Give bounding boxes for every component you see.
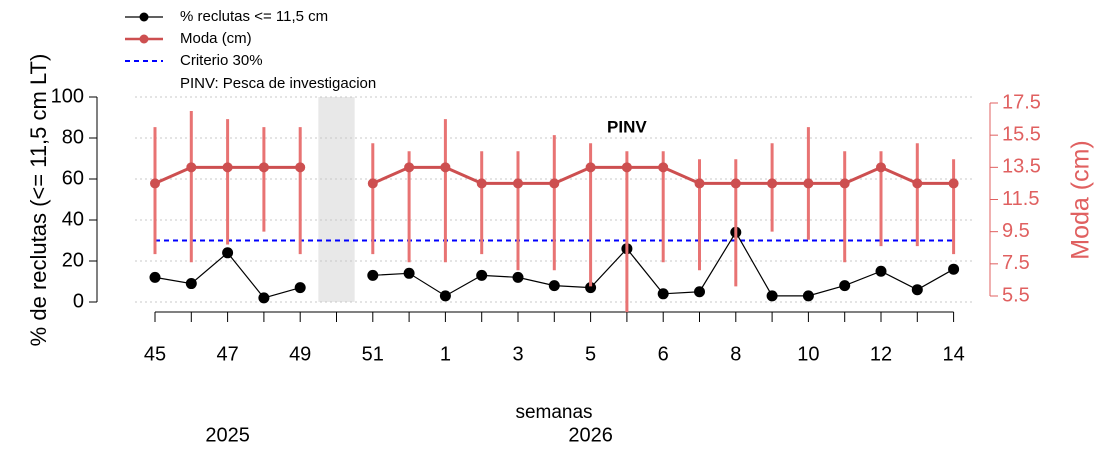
year-label: 2025 <box>205 424 250 446</box>
legend-marker <box>139 34 149 44</box>
legend-label: PINV: Pesca de investigacion <box>180 75 376 92</box>
legend-label: Criterio 30% <box>180 52 263 69</box>
recruit-point <box>439 290 451 302</box>
x-tick-label: 12 <box>870 343 892 365</box>
x-tick-label: 47 <box>216 343 238 365</box>
x-tick-label: 1 <box>440 343 451 365</box>
x-tick-label: 49 <box>289 343 311 365</box>
recruit-point <box>367 269 379 281</box>
mode-point <box>839 178 850 189</box>
mode-point <box>404 162 415 173</box>
y2-tick-label: 7.5 <box>1002 252 1030 274</box>
y-tick-label: 100 <box>51 85 84 107</box>
mode-point <box>912 178 923 189</box>
x-tick-label: 51 <box>362 343 384 365</box>
y-tick-label: 40 <box>62 208 84 230</box>
recruit-point <box>875 265 887 277</box>
mode-point <box>948 178 959 189</box>
recruit-point <box>476 269 488 281</box>
recruit-point <box>911 284 923 296</box>
mode-point <box>367 178 378 189</box>
legend-marker <box>139 12 149 22</box>
recruit-point <box>585 282 597 294</box>
y2-tick-label: 15.5 <box>1002 123 1041 145</box>
y2-tick-label: 5.5 <box>1002 284 1030 306</box>
y-tick-label: 20 <box>62 249 84 271</box>
annotation: PINV <box>607 117 647 136</box>
recruit-point <box>403 267 415 279</box>
recruit-point <box>766 290 778 302</box>
y2-axis-title: Moda (cm) <box>1067 140 1095 259</box>
recruit-point <box>548 280 560 292</box>
recruit-point <box>948 263 960 275</box>
mode-point <box>621 162 632 173</box>
recruit-point <box>294 282 306 294</box>
mode-point <box>658 162 669 173</box>
x-tick-label: 45 <box>144 343 166 365</box>
legend-label: % reclutas <= 11,5 cm <box>180 8 328 25</box>
mode-point <box>150 178 160 189</box>
x-tick-label: 10 <box>797 343 819 365</box>
mode-point <box>549 178 560 189</box>
y2-tick-label: 11.5 <box>1002 188 1039 210</box>
recruit-point <box>839 280 851 292</box>
recruit-point <box>258 292 270 304</box>
x-tick-label: 6 <box>658 343 669 365</box>
mode-point <box>186 162 197 173</box>
mode-point <box>694 178 705 189</box>
recruit-point <box>222 247 234 259</box>
mode-point <box>440 162 451 173</box>
y2-tick-label: 13.5 <box>1002 156 1041 178</box>
y-tick-label: 80 <box>62 126 84 148</box>
x-axis-title: semanas <box>515 402 592 423</box>
x-tick-label: 8 <box>730 343 741 365</box>
y-tick-label: 60 <box>62 167 84 189</box>
mode-point <box>730 178 741 189</box>
recruit-point <box>512 271 524 283</box>
recruit-point <box>185 278 197 290</box>
y-axis-title: % de reclutas (<= 11,5 cm LT) <box>26 54 51 347</box>
y2-tick-label: 17.5 <box>1002 91 1041 113</box>
mode-point <box>258 162 269 173</box>
year-label: 2026 <box>568 424 613 446</box>
recruit-point <box>802 290 814 302</box>
mode-point <box>803 178 814 189</box>
mode-point <box>767 178 778 189</box>
recruit-point <box>149 271 161 283</box>
y-tick-label: 0 <box>73 290 84 312</box>
legend-label: Moda (cm) <box>180 30 252 47</box>
recruit-point <box>657 288 669 300</box>
mode-point <box>222 162 233 173</box>
x-tick-label: 3 <box>512 343 523 365</box>
mode-point <box>585 162 596 173</box>
shaded-band <box>318 97 355 302</box>
mode-point <box>876 162 886 173</box>
x-tick-label: 5 <box>585 343 596 365</box>
y2-tick-label: 9.5 <box>1002 220 1030 242</box>
mode-point <box>476 178 487 189</box>
mode-point <box>513 178 523 189</box>
mode-point <box>295 162 306 173</box>
recruit-point <box>694 286 705 298</box>
x-tick-label: 14 <box>942 343 964 365</box>
